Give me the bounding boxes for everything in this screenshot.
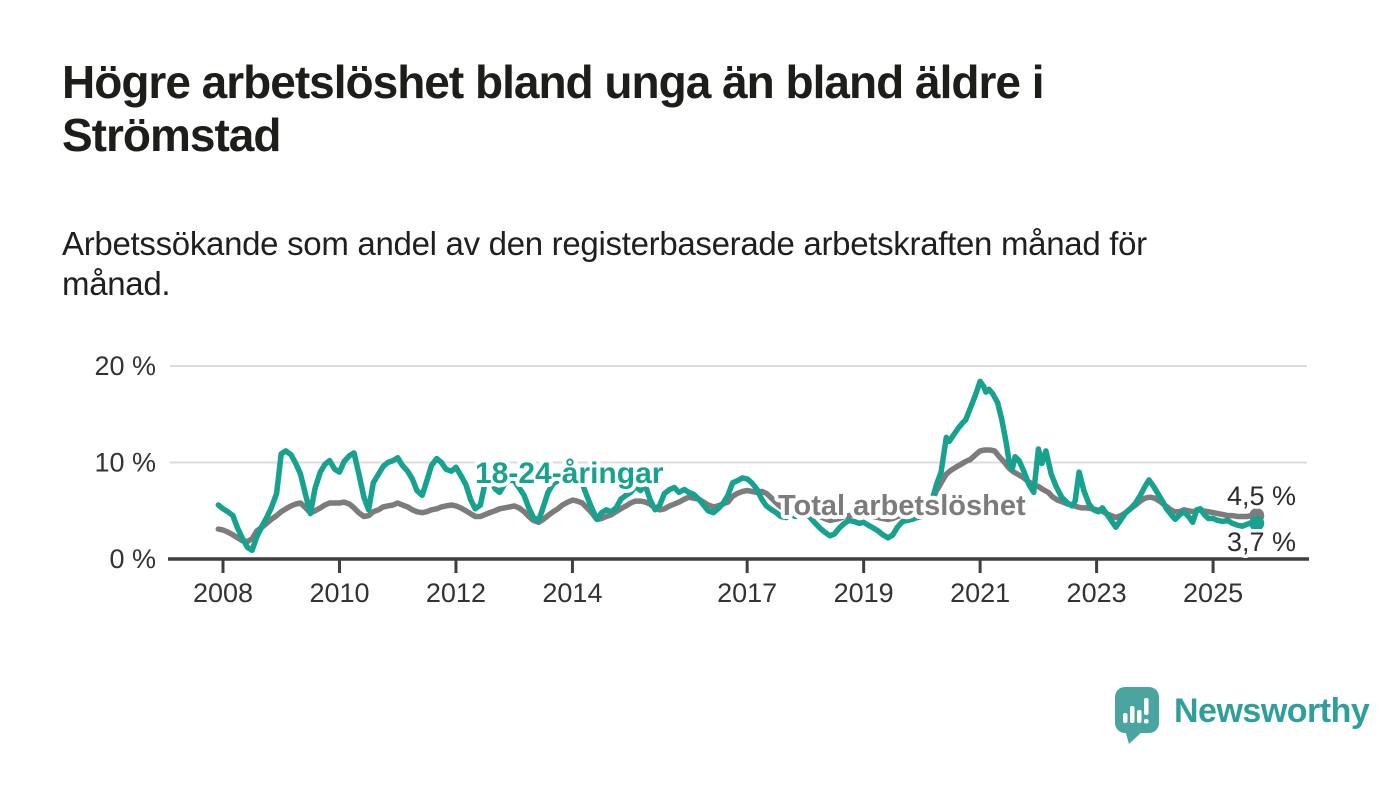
x-tick-label: 2010: [309, 578, 369, 608]
end-dots: [1249, 508, 1265, 531]
series-label-total: Total arbetslöshet: [778, 490, 1026, 522]
gridlines: [170, 365, 1307, 464]
x-tick-label: 2017: [717, 578, 777, 608]
page-title-line1: Högre arbetslöshet bland unga än bland ä…: [62, 56, 1045, 108]
end-value-label-youth: 3,7 %: [1227, 527, 1296, 557]
bar-chart-glyph: [1123, 698, 1149, 724]
x-tick-label: 2019: [834, 578, 894, 608]
x-tick-label: 2021: [950, 578, 1010, 608]
series-label-youth: 18-24-åringar: [475, 457, 664, 490]
series-end-dot: [1249, 515, 1265, 531]
x-tick-label: 2014: [542, 578, 602, 608]
chart-subtitle-line1: Arbetssökande som andel av den registerb…: [62, 225, 1147, 262]
page-title: Högre arbetslöshet bland unga än bland ä…: [62, 56, 1242, 162]
x-tick-label: 2023: [1067, 578, 1127, 608]
y-axis-labels: 0 % 10 % 20 %: [94, 351, 156, 574]
series-line: [215, 447, 1260, 545]
y-tick-label: 0 %: [109, 544, 156, 574]
newsworthy-wordmark: Newsworthy: [1174, 692, 1370, 730]
y-tick-label: 10 %: [94, 448, 156, 478]
end-value-label-total: 4,5 %: [1227, 481, 1296, 511]
chart-subtitle: Arbetssökande som andel av den registerb…: [62, 224, 1262, 304]
chart-subtitle-line2: månad.: [62, 265, 171, 302]
y-tick-label: 20 %: [94, 351, 156, 381]
newsworthy-logo: Newsworthy: [1114, 686, 1370, 746]
series-line: [215, 378, 1260, 554]
page-title-line2: Strömstad: [62, 109, 281, 161]
x-tick-label: 2008: [193, 578, 253, 608]
x-tick-label: 2025: [1183, 578, 1243, 608]
series-lines: [215, 378, 1260, 554]
x-tick-label: 2012: [426, 578, 486, 608]
annotations: 18-24-åringar Total arbetslöshet 4,5 % 3…: [471, 453, 1300, 561]
newsworthy-logo-icon: [1115, 687, 1159, 744]
x-axis: 2008 2010 2012 2014 2017 2019 2021 2023 2025: [168, 557, 1309, 608]
